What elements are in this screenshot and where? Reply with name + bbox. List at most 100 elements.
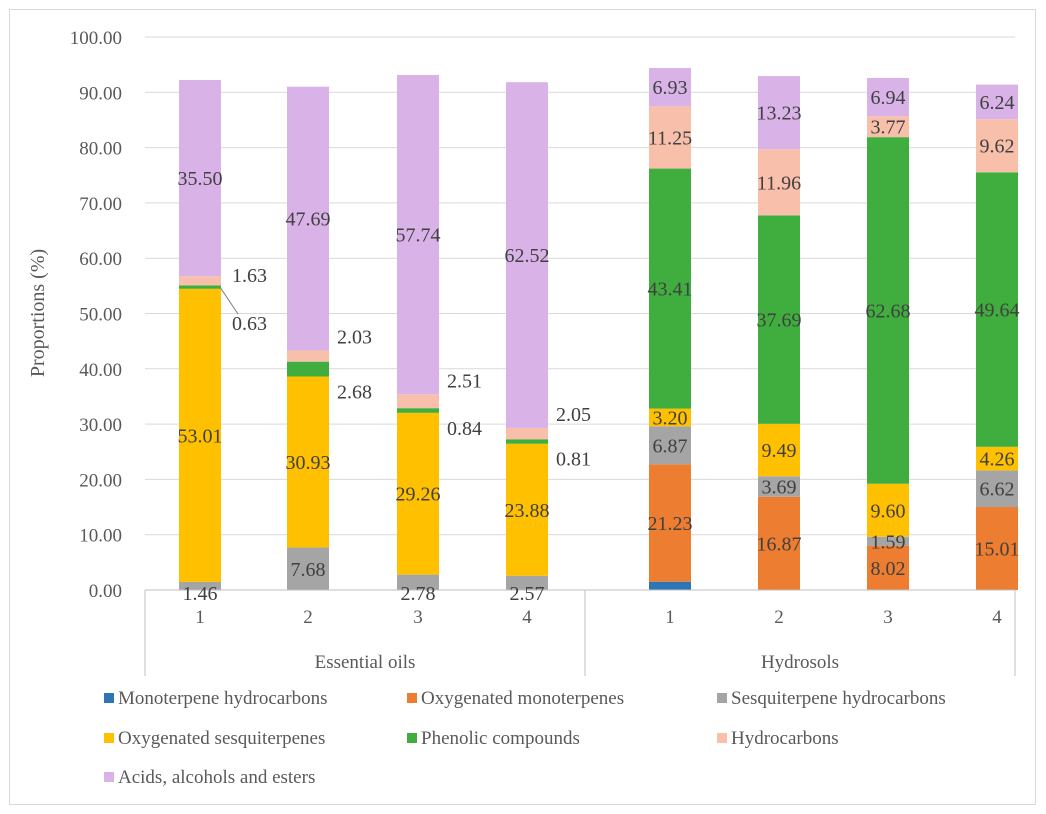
bar-segment <box>287 350 329 362</box>
data-label: 62.52 <box>505 245 550 267</box>
legend-swatch <box>407 693 417 703</box>
bar-segment <box>287 361 329 377</box>
bar-segment <box>758 476 800 497</box>
leader-line <box>219 286 239 315</box>
axes: 0.00 10.00 20.00 30.00 40.00 50.00 60.00 70.00 8… <box>70 28 1016 676</box>
bar-segment <box>758 215 800 424</box>
bar-segment <box>867 77 909 117</box>
legend-swatch <box>717 733 727 743</box>
legend: Monoterpene hydrocarbons Oxygenated monot… <box>104 688 946 788</box>
data-label: 2.57 <box>510 583 545 605</box>
legend-swatch <box>407 733 417 743</box>
bar-segment <box>976 470 1018 507</box>
bar-segment <box>649 408 691 427</box>
data-label: 57.74 <box>396 225 441 247</box>
bar-segment <box>649 68 691 107</box>
data-label: 6.93 <box>653 77 688 99</box>
data-label: 3.69 <box>762 477 797 499</box>
legend-swatch <box>104 733 114 743</box>
data-label: 43.41 <box>648 279 693 301</box>
legend-label: Phenolic compounds <box>421 728 580 749</box>
bar-segment <box>758 496 800 590</box>
bar-segment <box>976 506 1018 590</box>
bar-segment <box>649 106 691 169</box>
data-label: 49.64 <box>975 300 1020 322</box>
bar-segment <box>649 426 691 465</box>
bar-segment <box>179 581 221 590</box>
x-tick-label: 4 <box>522 607 532 628</box>
y-tick-label: 0.00 <box>89 581 122 602</box>
data-label: 35.50 <box>178 168 223 190</box>
bar-segment <box>287 376 329 548</box>
y-tick-label: 30.00 <box>79 415 122 436</box>
bar-segment <box>867 536 909 546</box>
data-label: 11.96 <box>757 172 801 194</box>
bar-segment <box>976 446 1018 471</box>
x-tick-label: 1 <box>665 607 675 628</box>
bar-segment <box>976 84 1018 120</box>
data-label: 13.23 <box>757 103 802 125</box>
bar-segment <box>397 408 439 413</box>
data-label: 0.84 <box>447 418 482 440</box>
y-tick-label: 90.00 <box>79 83 122 104</box>
data-label: 62.68 <box>866 300 911 322</box>
bars <box>179 68 1018 590</box>
bar-segment <box>867 137 909 484</box>
bar-segment <box>397 394 439 409</box>
legend-label: Acids, alcohols and esters <box>118 767 315 788</box>
x-tick-label: 2 <box>303 607 313 628</box>
y-axis-title: Proportions (%) <box>27 249 49 377</box>
x-tick-label: 2 <box>774 607 784 628</box>
bar-segment <box>506 427 548 440</box>
legend-label: Oxygenated monoterpenes <box>421 688 624 709</box>
x-tick-label: 3 <box>413 607 423 628</box>
bar-segment <box>867 483 909 537</box>
bar-segment <box>179 79 221 277</box>
data-label: 6.62 <box>980 479 1015 501</box>
bar-segment <box>758 149 800 216</box>
data-label: 16.87 <box>757 533 802 555</box>
bar-segment <box>649 168 691 409</box>
data-label: 9.62 <box>980 136 1015 158</box>
legend-swatch <box>104 693 114 703</box>
legend-label: Oxygenated sesquiterpenes <box>118 728 325 749</box>
data-label: 23.88 <box>505 500 550 522</box>
data-label: 11.25 <box>648 127 692 149</box>
data-label: 7.68 <box>291 559 326 581</box>
bar-segment <box>976 172 1018 447</box>
bar-segment <box>506 443 548 576</box>
bar-segment <box>758 76 800 150</box>
data-label: 4.26 <box>980 449 1015 471</box>
y-tick-label: 60.00 <box>79 249 122 270</box>
x-tick-label: 3 <box>883 607 893 628</box>
data-label: 2.78 <box>401 583 436 605</box>
group-label: Hydrosols <box>761 652 839 673</box>
y-tick-label: 50.00 <box>79 305 122 326</box>
data-label: 21.23 <box>648 513 693 535</box>
group-label: Essential oils <box>315 652 416 673</box>
y-tick-label: 20.00 <box>79 470 122 491</box>
legend-swatch <box>717 693 727 703</box>
data-label: 2.03 <box>337 326 372 348</box>
y-tick-label: 10.00 <box>79 526 122 547</box>
bar-segment <box>397 412 439 575</box>
bar-segment <box>649 464 691 582</box>
data-label: 47.69 <box>286 209 331 231</box>
bar-segment <box>506 439 548 444</box>
data-label: 53.01 <box>178 425 223 447</box>
bar-segment <box>649 581 691 590</box>
bar-segment <box>287 547 329 590</box>
bar-segment <box>179 276 221 286</box>
data-label: 15.01 <box>975 538 1020 560</box>
bar-segment <box>287 86 329 351</box>
data-label: 0.63 <box>232 313 267 335</box>
y-tick-label: 40.00 <box>79 360 122 381</box>
data-label: 37.69 <box>757 310 802 332</box>
data-label: 29.26 <box>396 484 441 506</box>
data-label: 6.24 <box>980 92 1015 114</box>
data-label: 6.94 <box>871 87 906 109</box>
data-label: 2.51 <box>447 370 482 392</box>
data-label: 8.02 <box>871 558 906 580</box>
legend-label: Monoterpene hydrocarbons <box>118 688 327 709</box>
